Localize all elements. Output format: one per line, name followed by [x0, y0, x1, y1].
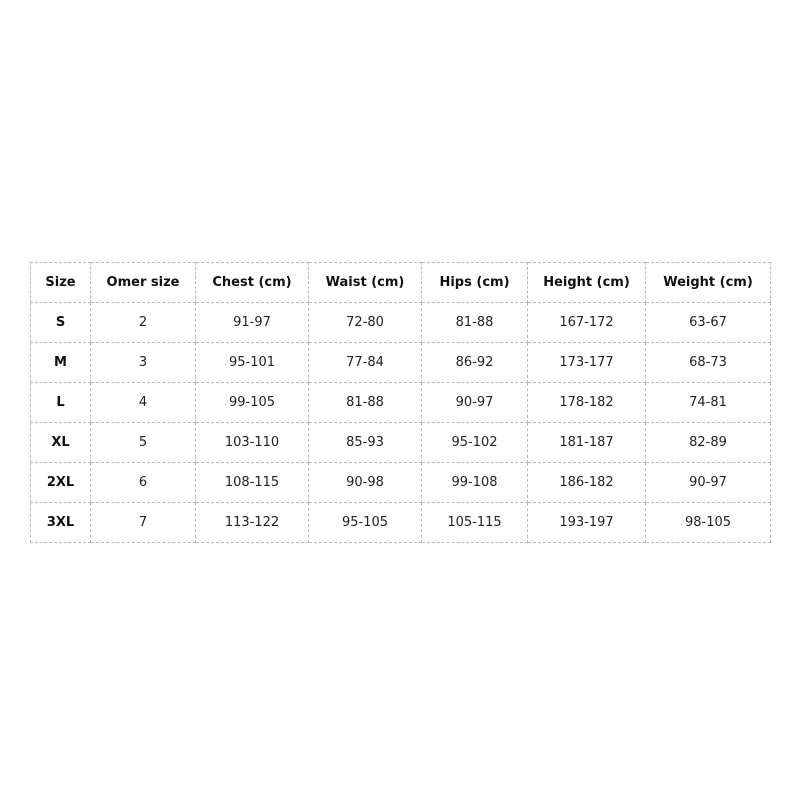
- table-row: M 3 95-101 77-84 86-92 173-177 68-73: [30, 342, 771, 383]
- table-cell: 99-108: [421, 462, 528, 503]
- column-header: Size: [30, 262, 91, 303]
- table-cell: 81-88: [308, 382, 422, 423]
- table-cell: 178-182: [527, 382, 646, 423]
- table-cell: 98-105: [645, 502, 771, 543]
- table-cell: 85-93: [308, 422, 422, 463]
- table-cell: 86-92: [421, 342, 528, 383]
- table-cell: 167-172: [527, 302, 646, 343]
- table-cell: 186-182: [527, 462, 646, 503]
- table-cell: 72-80: [308, 302, 422, 343]
- size-cell: 2XL: [30, 462, 91, 503]
- column-header: Hips (cm): [421, 262, 528, 303]
- table-row: XL 5 103-110 85-93 95-102 181-187 82-89: [30, 422, 771, 463]
- table-cell: 113-122: [195, 502, 309, 543]
- table-cell: 90-97: [645, 462, 771, 503]
- table-cell: 74-81: [645, 382, 771, 423]
- column-header: Weight (cm): [645, 262, 771, 303]
- column-header: Omer size: [90, 262, 196, 303]
- table-cell: 95-102: [421, 422, 528, 463]
- table-cell: 173-177: [527, 342, 646, 383]
- table-cell: 81-88: [421, 302, 528, 343]
- column-header: Waist (cm): [308, 262, 422, 303]
- table-cell: 90-97: [421, 382, 528, 423]
- table-cell: 2: [90, 302, 196, 343]
- size-cell: S: [30, 302, 91, 343]
- table-cell: 7: [90, 502, 196, 543]
- table-cell: 91-97: [195, 302, 309, 343]
- table-cell: 90-98: [308, 462, 422, 503]
- table-cell: 63-67: [645, 302, 771, 343]
- size-cell: 3XL: [30, 502, 91, 543]
- table-row: 2XL 6 108-115 90-98 99-108 186-182 90-97: [30, 462, 771, 503]
- table-cell: 193-197: [527, 502, 646, 543]
- table-cell: 4: [90, 382, 196, 423]
- table-cell: 6: [90, 462, 196, 503]
- table-cell: 77-84: [308, 342, 422, 383]
- table-cell: 105-115: [421, 502, 528, 543]
- column-header: Chest (cm): [195, 262, 309, 303]
- table-cell: 95-105: [308, 502, 422, 543]
- size-cell: XL: [30, 422, 91, 463]
- table-cell: 68-73: [645, 342, 771, 383]
- table-cell: 82-89: [645, 422, 771, 463]
- table-row: S 2 91-97 72-80 81-88 167-172 63-67: [30, 302, 771, 343]
- column-header: Height (cm): [527, 262, 646, 303]
- table-cell: 103-110: [195, 422, 309, 463]
- table-cell: 3: [90, 342, 196, 383]
- table-cell: 99-105: [195, 382, 309, 423]
- size-chart-table: Size Omer size Chest (cm) Waist (cm) Hips (c…: [30, 262, 771, 543]
- table-row: L 4 99-105 81-88 90-97 178-182 74-81: [30, 382, 771, 423]
- size-cell: M: [30, 342, 91, 383]
- table-cell: 5: [90, 422, 196, 463]
- table-row: 3XL 7 113-122 95-105 105-115 193-197 98-105: [30, 502, 771, 543]
- table-cell: 108-115: [195, 462, 309, 503]
- size-cell: L: [30, 382, 91, 423]
- table-cell: 95-101: [195, 342, 309, 383]
- table-cell: 181-187: [527, 422, 646, 463]
- header-row: Size Omer size Chest (cm) Waist (cm) Hips (c…: [30, 262, 771, 303]
